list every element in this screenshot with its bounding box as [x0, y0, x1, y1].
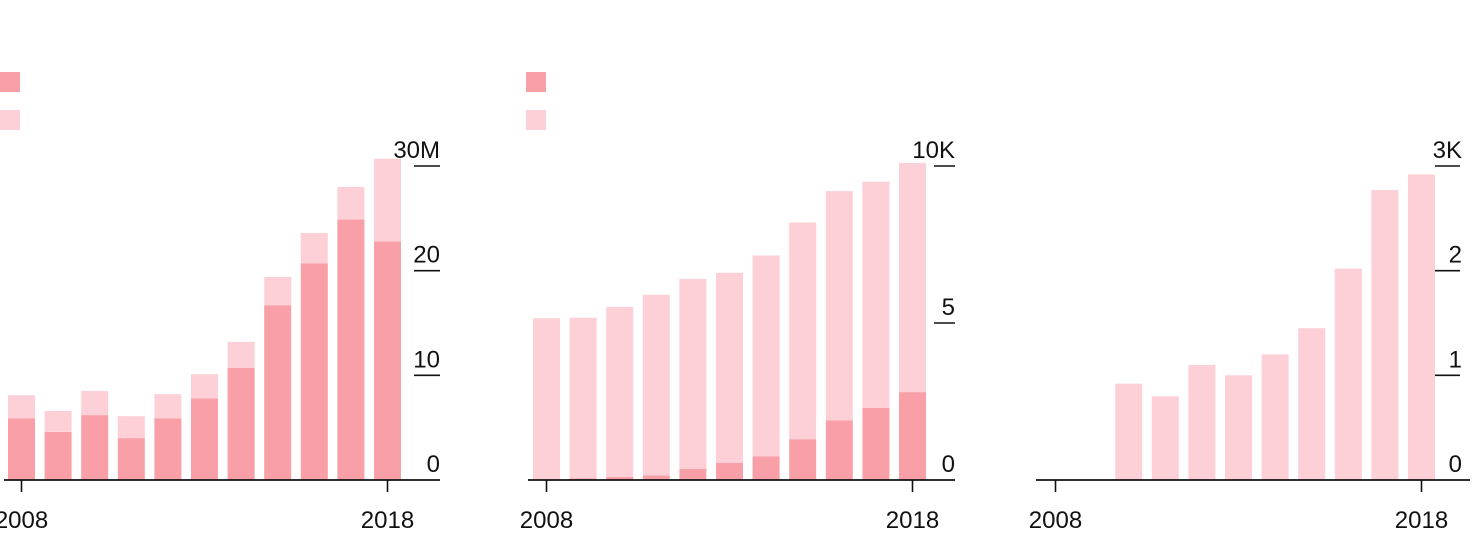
bar-2017-series-1 — [862, 407, 890, 480]
bar-2011-series-2 — [117, 416, 145, 439]
bar-2018-series-2 — [899, 162, 926, 393]
bar-2015-series-1 — [264, 305, 292, 480]
bar-2012-series-2 — [679, 279, 707, 469]
bar-2015-series-1 — [789, 439, 817, 480]
bar-2010-series-1 — [81, 415, 109, 480]
y-tick-label: 0 — [1449, 451, 1462, 478]
bar-2009-series-2 — [569, 317, 597, 479]
y-tick-label: 10K — [912, 137, 955, 164]
bar-2015-series-1 — [1298, 328, 1326, 480]
x-tick-label: 2018 — [886, 507, 939, 534]
bar-2011-series-1 — [1151, 396, 1179, 480]
bar-2012-series-1 — [679, 469, 707, 480]
bar-2018-series-1 — [899, 392, 926, 480]
legend-swatch-dark — [0, 72, 20, 92]
bar-2008-series-2 — [533, 318, 560, 480]
bar-2015-series-2 — [264, 276, 292, 306]
bar-2010-series-2 — [81, 391, 109, 416]
chart-panel-3: 0 1 2 3K 2008 2018 — [1029, 137, 1470, 534]
bar-2008-series-1 — [8, 418, 35, 480]
bar-2014-series-1 — [227, 368, 255, 480]
bar-2011-series-1 — [117, 438, 145, 480]
bar-2010-series-1 — [1115, 383, 1143, 480]
x-tick-label: 2008 — [520, 507, 573, 534]
bar-2017-series-2 — [862, 181, 890, 408]
bar-2018-series-1 — [1408, 174, 1435, 480]
bar-2014-series-2 — [227, 341, 255, 368]
bar-2016-series-1 — [825, 420, 853, 480]
legend-swatch-light — [0, 110, 20, 130]
y-tick-label: 5 — [942, 294, 955, 321]
bar-2018-series-1 — [374, 241, 401, 480]
bar-2016-series-1 — [300, 263, 328, 480]
chart-panel-1: 0 10 20 30M 2008 2018 — [0, 72, 440, 534]
bar-2009-series-2 — [44, 410, 72, 432]
y-tick-label: 10 — [413, 346, 440, 373]
bar-2017-series-1 — [337, 219, 365, 480]
y-tick-label: 2 — [1449, 242, 1462, 269]
legend — [526, 72, 546, 130]
bar-2009-series-1 — [44, 431, 72, 480]
y-tick-label: 20 — [413, 242, 440, 269]
y-tick-label: 30M — [393, 137, 440, 164]
bar-2011-series-1 — [642, 475, 670, 480]
bar-2018-series-2 — [374, 158, 401, 242]
chart-panel-2: 0 5 10K 2008 2018 — [520, 72, 955, 534]
y-tick-label: 1 — [1449, 346, 1462, 373]
y-tick-label: 0 — [427, 451, 440, 478]
bar-2014-series-1 — [1261, 354, 1289, 480]
bar-2008-series-2 — [8, 395, 35, 419]
x-tick-label: 2008 — [0, 507, 48, 534]
bar-2014-series-2 — [752, 255, 780, 457]
bar-2017-series-1 — [1371, 190, 1399, 480]
bar-2017-series-2 — [337, 186, 365, 220]
bar-2010-series-2 — [606, 307, 634, 477]
bar-2010-series-1 — [606, 476, 634, 480]
bar-2016-series-2 — [300, 233, 328, 264]
bar-2012-series-1 — [1188, 364, 1216, 480]
bar-2013-series-2 — [191, 374, 218, 399]
legend-swatch-dark — [526, 72, 546, 92]
bar-2013-series-1 — [191, 398, 218, 480]
bar-2012-series-1 — [154, 418, 182, 480]
bar-2013-series-2 — [716, 272, 743, 463]
bar-2013-series-1 — [1225, 375, 1252, 480]
bar-2015-series-2 — [789, 222, 817, 440]
bar-2011-series-2 — [642, 294, 670, 476]
bar-2012-series-2 — [154, 394, 182, 419]
y-tick-label: 3K — [1433, 137, 1462, 164]
bar-2013-series-1 — [716, 462, 743, 480]
legend-swatch-light — [526, 110, 546, 130]
y-tick-label: 0 — [942, 451, 955, 478]
bar-2016-series-2 — [825, 191, 853, 421]
x-tick-label: 2018 — [1395, 507, 1448, 534]
legend — [0, 72, 20, 130]
x-tick-label: 2018 — [361, 507, 414, 534]
bar-2014-series-1 — [752, 456, 780, 480]
bar-2016-series-1 — [1334, 268, 1362, 480]
x-tick-label: 2008 — [1029, 507, 1082, 534]
